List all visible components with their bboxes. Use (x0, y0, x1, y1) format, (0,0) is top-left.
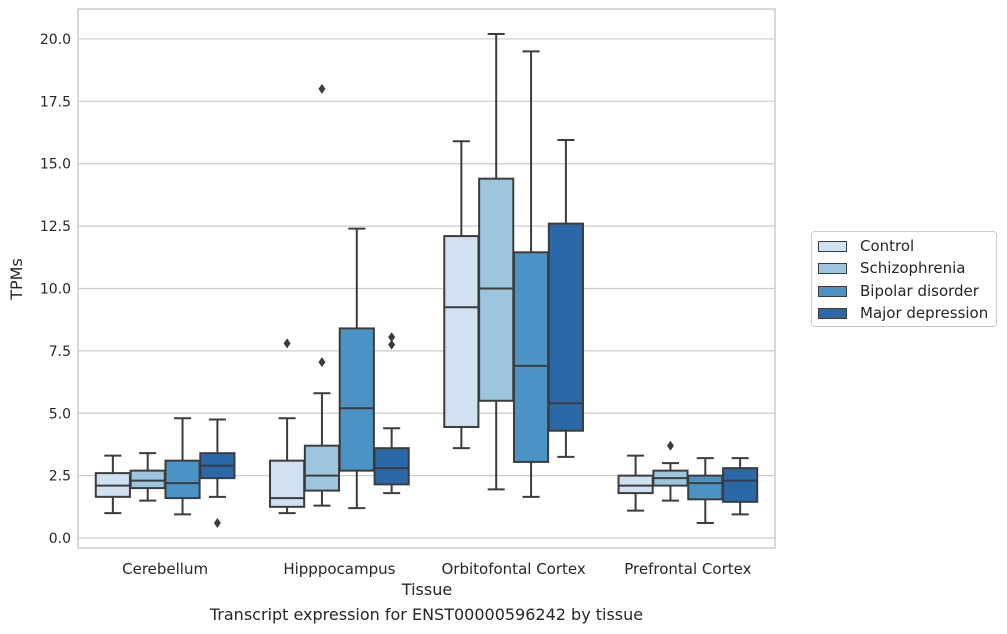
box-cerebellum-bipolar-disorder (164, 417, 201, 516)
box-orbitofontal-cortex-schizophrenia (478, 32, 515, 491)
box-orbitofontal-cortex-bipolar-disorder (512, 50, 550, 498)
box-iqr (164, 459, 201, 500)
legend-swatch-schizophrenia (818, 262, 847, 274)
box-prefrontal-cortex-control (617, 454, 654, 512)
outlier-point (283, 338, 291, 349)
box-hipppocampus-schizophrenia (303, 83, 341, 507)
legend-label-schizophrenia: Schizophrenia (860, 259, 966, 277)
y-tick-label: 17.5 (40, 94, 71, 110)
y-tick-label: 5.0 (49, 406, 71, 422)
legend-item-major-depression: Major depression (818, 303, 988, 323)
box-cerebellum-major-depression (199, 418, 236, 529)
boxes (94, 32, 759, 529)
legend-swatch-major-depression (818, 307, 847, 319)
box-orbitofontal-cortex-major-depression (547, 139, 584, 458)
legend-swatch-bipolar-disorder (818, 285, 847, 297)
outlier-point (318, 83, 326, 94)
y-tick-label: 0.0 (49, 531, 71, 547)
legend-label-bipolar-disorder: Bipolar disorder (860, 282, 979, 300)
box-prefrontal-cortex-major-depression (722, 457, 759, 516)
legend-swatch-control (818, 240, 847, 252)
legend-item-bipolar-disorder: Bipolar disorder (818, 281, 979, 301)
legend-item-control: Control (818, 236, 914, 256)
y-axis-label: TPMs (7, 258, 26, 301)
y-tick-labels: 0.0 2.5 5.0 7.5 10.0 12.5 15.0 17.5 20.0 (40, 32, 71, 547)
box-iqr (617, 474, 654, 495)
chart-caption: Transcript expression for ENST0000059624… (209, 605, 644, 624)
box-cerebellum-schizophrenia (129, 452, 166, 502)
outlier-point (213, 518, 221, 529)
outlier-point (318, 357, 326, 368)
box-hipppocampus-major-depression (373, 332, 410, 495)
outlier-point (666, 440, 674, 451)
y-tick-label: 2.5 (49, 469, 71, 485)
legend-label-control: Control (860, 237, 915, 255)
box-iqr (687, 474, 724, 501)
box-iqr (478, 177, 515, 402)
box-iqr (373, 447, 410, 486)
box-hipppocampus-control (269, 338, 306, 515)
y-tick-label: 20.0 (40, 32, 71, 48)
y-tick-label: 15.0 (40, 157, 71, 173)
outlier-point (388, 339, 396, 350)
box-iqr (547, 222, 584, 432)
x-tick-label: Prefrontal Cortex (624, 560, 751, 578)
box-iqr (269, 459, 306, 508)
box-iqr (303, 444, 341, 492)
box-hipppocampus-bipolar-disorder (338, 227, 375, 510)
box-iqr (129, 469, 166, 490)
x-tick-label: Hipppocampus (283, 560, 395, 578)
legend-item-schizophrenia: Schizophrenia (818, 258, 965, 278)
legend: Control Schizophrenia Bipolar disorder M… (811, 231, 997, 327)
box-iqr (722, 467, 759, 503)
box-iqr (443, 235, 480, 428)
x-tick-label: Cerebellum (122, 560, 208, 578)
y-tick-label: 10.0 (40, 281, 71, 297)
box-orbitofontal-cortex-control (443, 140, 480, 450)
box-prefrontal-cortex-schizophrenia (652, 440, 689, 502)
x-tick-label: Orbitofontal Cortex (442, 560, 586, 578)
y-tick-label: 7.5 (49, 344, 71, 360)
legend-label-major-depression: Major depression (860, 304, 989, 322)
plot-area-frame (77, 8, 776, 549)
y-tick-label: 12.5 (40, 219, 71, 235)
x-tick-labels: Cerebellum Hipppocampus Orbitofontal Corte… (122, 560, 751, 578)
outlier-point (388, 332, 396, 343)
box-prefrontal-cortex-bipolar-disorder (687, 457, 724, 525)
box-cerebellum-control (94, 454, 131, 515)
box-iqr (338, 327, 375, 472)
box-iqr (512, 251, 550, 463)
x-axis-label: Tissue (401, 580, 452, 599)
